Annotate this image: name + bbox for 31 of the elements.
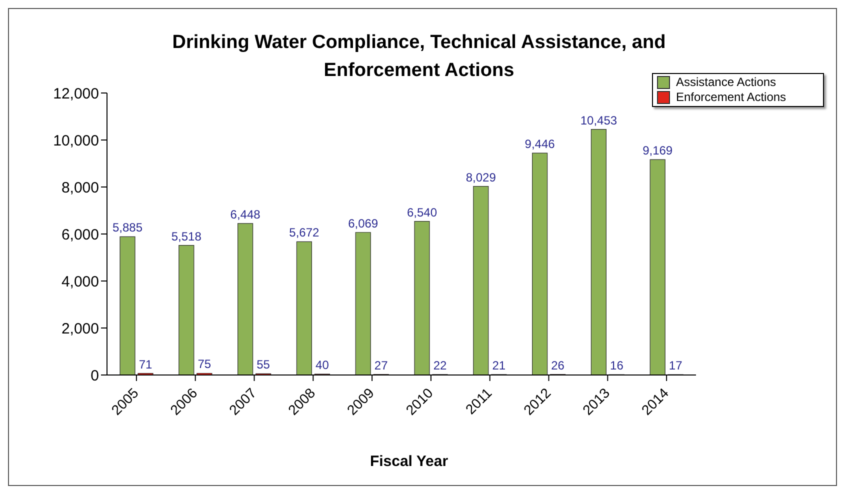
data-label: 17 (668, 358, 683, 373)
data-label: 71 (138, 357, 152, 372)
y-tick-label: 10,000 (53, 132, 99, 150)
legend-label: Enforcement Actions (676, 90, 786, 105)
y-tick-label: 6,000 (61, 226, 99, 244)
y-tick-label: 4,000 (61, 273, 99, 290)
y-tick-label: 0 (90, 367, 99, 384)
data-label: 10,453 (580, 113, 618, 128)
data-label: 9,169 (642, 144, 673, 158)
y-tick-label: 2,000 (61, 320, 99, 338)
data-label: 5,672 (289, 226, 320, 240)
data-label: 55 (256, 358, 270, 372)
data-label: 9,446 (524, 137, 556, 152)
data-label: 22 (433, 358, 447, 372)
data-label: 75 (198, 357, 212, 372)
data-label: 8,029 (466, 170, 496, 184)
data-label: 6,069 (348, 216, 378, 230)
data-label: 6,540 (406, 205, 438, 220)
x-axis-title: Fiscal Year (368, 453, 450, 470)
data-label: 27 (374, 358, 388, 372)
chart-title: Drinking Water Compliance, Technical Assistance, and Enforcement Actions (172, 32, 666, 81)
y-tick-label: 12,000 (53, 85, 99, 102)
y-tick-label: 8,000 (61, 179, 99, 196)
data-label: 16 (610, 358, 624, 373)
data-label: 21 (492, 358, 506, 373)
data-label: 5,885 (112, 220, 143, 235)
data-label: 40 (316, 358, 330, 372)
data-label: 5,518 (171, 229, 202, 244)
data-label: 6,448 (230, 207, 261, 222)
data-label: 26 (551, 358, 565, 372)
legend-label: Assistance Actions (676, 75, 776, 90)
